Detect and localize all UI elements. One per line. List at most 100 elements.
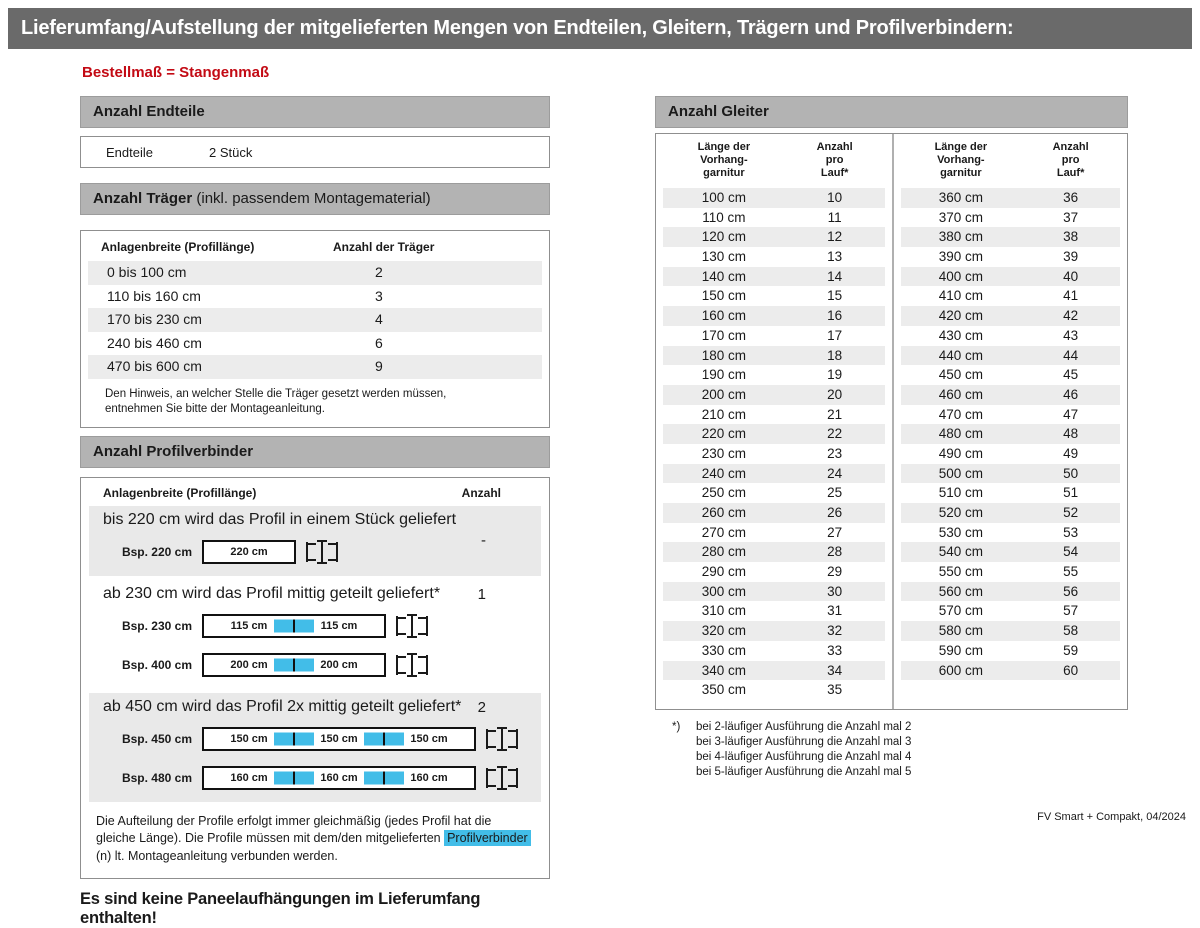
gleiter-count-cell: 54 — [1063, 544, 1079, 560]
table-row: 580 cm 58 — [900, 621, 1120, 641]
gleiter-length-cell: 500 cm — [938, 465, 983, 481]
gleiter-length-cell: 490 cm — [938, 445, 983, 461]
gleiter-length-cell: 200 cm — [701, 386, 747, 402]
gleiter-count-cell: 36 — [1063, 190, 1079, 205]
table-row: 420 cm 42 — [900, 306, 1120, 326]
gleiter-count-cell: 53 — [1063, 524, 1079, 540]
gleiter-table-header: Länge der Vorhang- garnitur Anzahl pro L… — [901, 141, 1121, 188]
profil-block-split-once: ab 230 cm wird das Profil mittig geteilt… — [89, 580, 541, 689]
gleiter-length-cell: 290 cm — [701, 564, 747, 580]
table-row: 170 bis 230 cm 4 — [88, 308, 542, 332]
gleiter-length-cell: 180 cm — [701, 347, 747, 363]
gleiter-length-cell: 520 cm — [938, 505, 983, 520]
footnote-line: bei 2-läufiger Ausführung die Anzahl mal… — [696, 721, 912, 733]
gleiter-length-cell: 550 cm — [938, 564, 983, 580]
profile-cross-section-icon — [396, 652, 428, 677]
gleiter-count-cell: 50 — [1063, 465, 1079, 481]
gleiter-count-cell: 14 — [827, 268, 843, 284]
gleiter-length-cell: 400 cm — [938, 268, 983, 284]
table-row: 220 cm 22 — [663, 424, 885, 444]
gleiter-count-cell: 22 — [827, 426, 843, 442]
left-column: Anzahl Endteile Endteile 2 Stück Anzahl … — [80, 96, 550, 928]
gleiter-count-cell: 10 — [827, 190, 843, 205]
diagram-label: Bsp. 400 cm — [121, 657, 192, 672]
table-row: 510 cm 51 — [901, 483, 1121, 503]
gleiter-length-cell: 310 cm — [701, 603, 747, 619]
table-row: 430 cm 43 — [901, 326, 1121, 346]
profil-block-one-piece: bis 220 cm wird das Profil in einem Stüc… — [89, 505, 541, 576]
gleiter-length-cell: 110 cm — [702, 209, 746, 225]
diagram-label: Bsp. 450 cm — [121, 731, 192, 746]
profile-segment: 200 cm — [294, 655, 384, 675]
gleiter-length-cell: 340 cm — [701, 662, 747, 678]
gleiter-length-cell: 270 cm — [701, 524, 747, 540]
table-row: 540 cm 54 — [900, 542, 1120, 563]
gleiter-length-cell: 560 cm — [938, 583, 983, 599]
section-header-endteile-label: Anzahl Endteile — [93, 103, 205, 120]
footnote-line: bei 5-läufiger Ausführung die Anzahl mal… — [696, 766, 912, 778]
gleiter-length-cell: 420 cm — [938, 308, 983, 324]
table-row: 230 cm 23 — [663, 444, 885, 464]
gleiter-count-cell: 30 — [827, 583, 843, 599]
profile-segment: 160 cm — [230, 771, 268, 784]
gleiter-length-cell: 300 cm — [701, 583, 747, 599]
gleiter-count-cell: 27 — [827, 524, 843, 540]
gleiter-count-cell: 59 — [1063, 642, 1079, 658]
gleiter-count-cell: 48 — [1063, 426, 1079, 442]
gleiter-length-cell: 330 cm — [701, 642, 747, 658]
profilverbinder-table: Anlagenbreite (Profillänge) Anzahl bis 2… — [80, 476, 550, 879]
traeger-count-cell: 2 — [375, 264, 383, 280]
table-row: 200 cm 20 — [663, 384, 885, 405]
table-row: 140 cm 14 — [663, 266, 885, 287]
order-measure-note: Bestellmaß = Stangenmaß — [82, 64, 270, 81]
table-row: 110 bis 160 cm 3 — [88, 285, 542, 309]
page-title: Lieferumfang/Aufstellung der mitgeliefer… — [8, 8, 1192, 49]
traeger-col-anlagenbreite: Anlagenbreite (Profillänge) — [101, 240, 255, 254]
table-row: 170 cm 17 — [663, 326, 885, 346]
profile-segment: 115 cm — [294, 616, 384, 636]
gleiter-count-cell: 41 — [1063, 288, 1079, 304]
gleiter-count-cell: 23 — [827, 445, 843, 461]
gleiter-length-cell: 410 cm — [938, 288, 983, 304]
gleiter-length-cell: 360 cm — [938, 190, 983, 205]
gleiter-count-cell: 44 — [1063, 347, 1079, 363]
profile-cross-section-icon — [306, 539, 338, 564]
gleiter-length-cell: 140 cm — [701, 268, 747, 284]
traeger-count-cell: 6 — [375, 334, 383, 351]
profil-col-anzahl: Anzahl — [461, 485, 501, 500]
profil-note-post: (n) lt. Montageanleitung verbunden werde… — [96, 849, 338, 864]
traeger-range-cell: 110 bis 160 cm — [107, 287, 201, 304]
gleiter-count-cell: 37 — [1063, 209, 1079, 225]
gleiter-length-cell: 280 cm — [701, 544, 747, 560]
gleiter-count-cell: 20 — [827, 386, 843, 402]
profile-segment: 115 cm — [230, 619, 268, 632]
gleiter-length-cell: 370 cm — [938, 209, 983, 225]
profil-note-pre: Die Aufteilung der Profile erfolgt immer… — [96, 813, 492, 846]
gleiter-length-cell: 540 cm — [938, 544, 983, 560]
profil-block-text: ab 230 cm wird das Profil mittig geteilt… — [103, 584, 441, 602]
profil-note: Die Aufteilung der Profile erfolgt immer… — [81, 802, 549, 866]
gleiter-count-cell: 34 — [827, 662, 843, 678]
profile-cross-section-icon — [486, 726, 518, 751]
table-row: 600 cm 60 — [900, 660, 1120, 681]
gleiter-length-cell: 170 cm — [701, 327, 747, 343]
table-row: 280 cm 28 — [663, 542, 885, 563]
profile-segment: 150 cm — [384, 729, 474, 749]
table-row: 560 cm 56 — [900, 581, 1120, 602]
gleiter-count-cell: 40 — [1063, 268, 1079, 284]
profil-block-count: - — [481, 531, 486, 549]
gleiter-length-cell: 480 cm — [938, 426, 983, 442]
profile-bar: 160 cm 160 cm 160 cm — [202, 765, 476, 790]
gleiter-count-cell: 43 — [1063, 327, 1079, 343]
gleiter-count-cell: 38 — [1063, 229, 1079, 245]
traeger-col-anzahl: Anzahl der Träger — [333, 240, 435, 254]
gleiter-length-cell: 220 cm — [701, 426, 747, 442]
gleiter-length-cell: 380 cm — [938, 229, 983, 245]
table-row: 240 cm 24 — [663, 463, 885, 484]
profil-block-text: bis 220 cm wird das Profil in einem Stüc… — [103, 510, 457, 528]
profil-col-anlagenbreite: Anlagenbreite (Profillänge) — [103, 485, 257, 500]
table-row: 550 cm 55 — [901, 562, 1121, 582]
gleiter-length-cell: 230 cm — [701, 445, 747, 461]
gleiter-count-cell: 28 — [827, 544, 843, 560]
gleiter-count-cell: 46 — [1063, 386, 1079, 402]
